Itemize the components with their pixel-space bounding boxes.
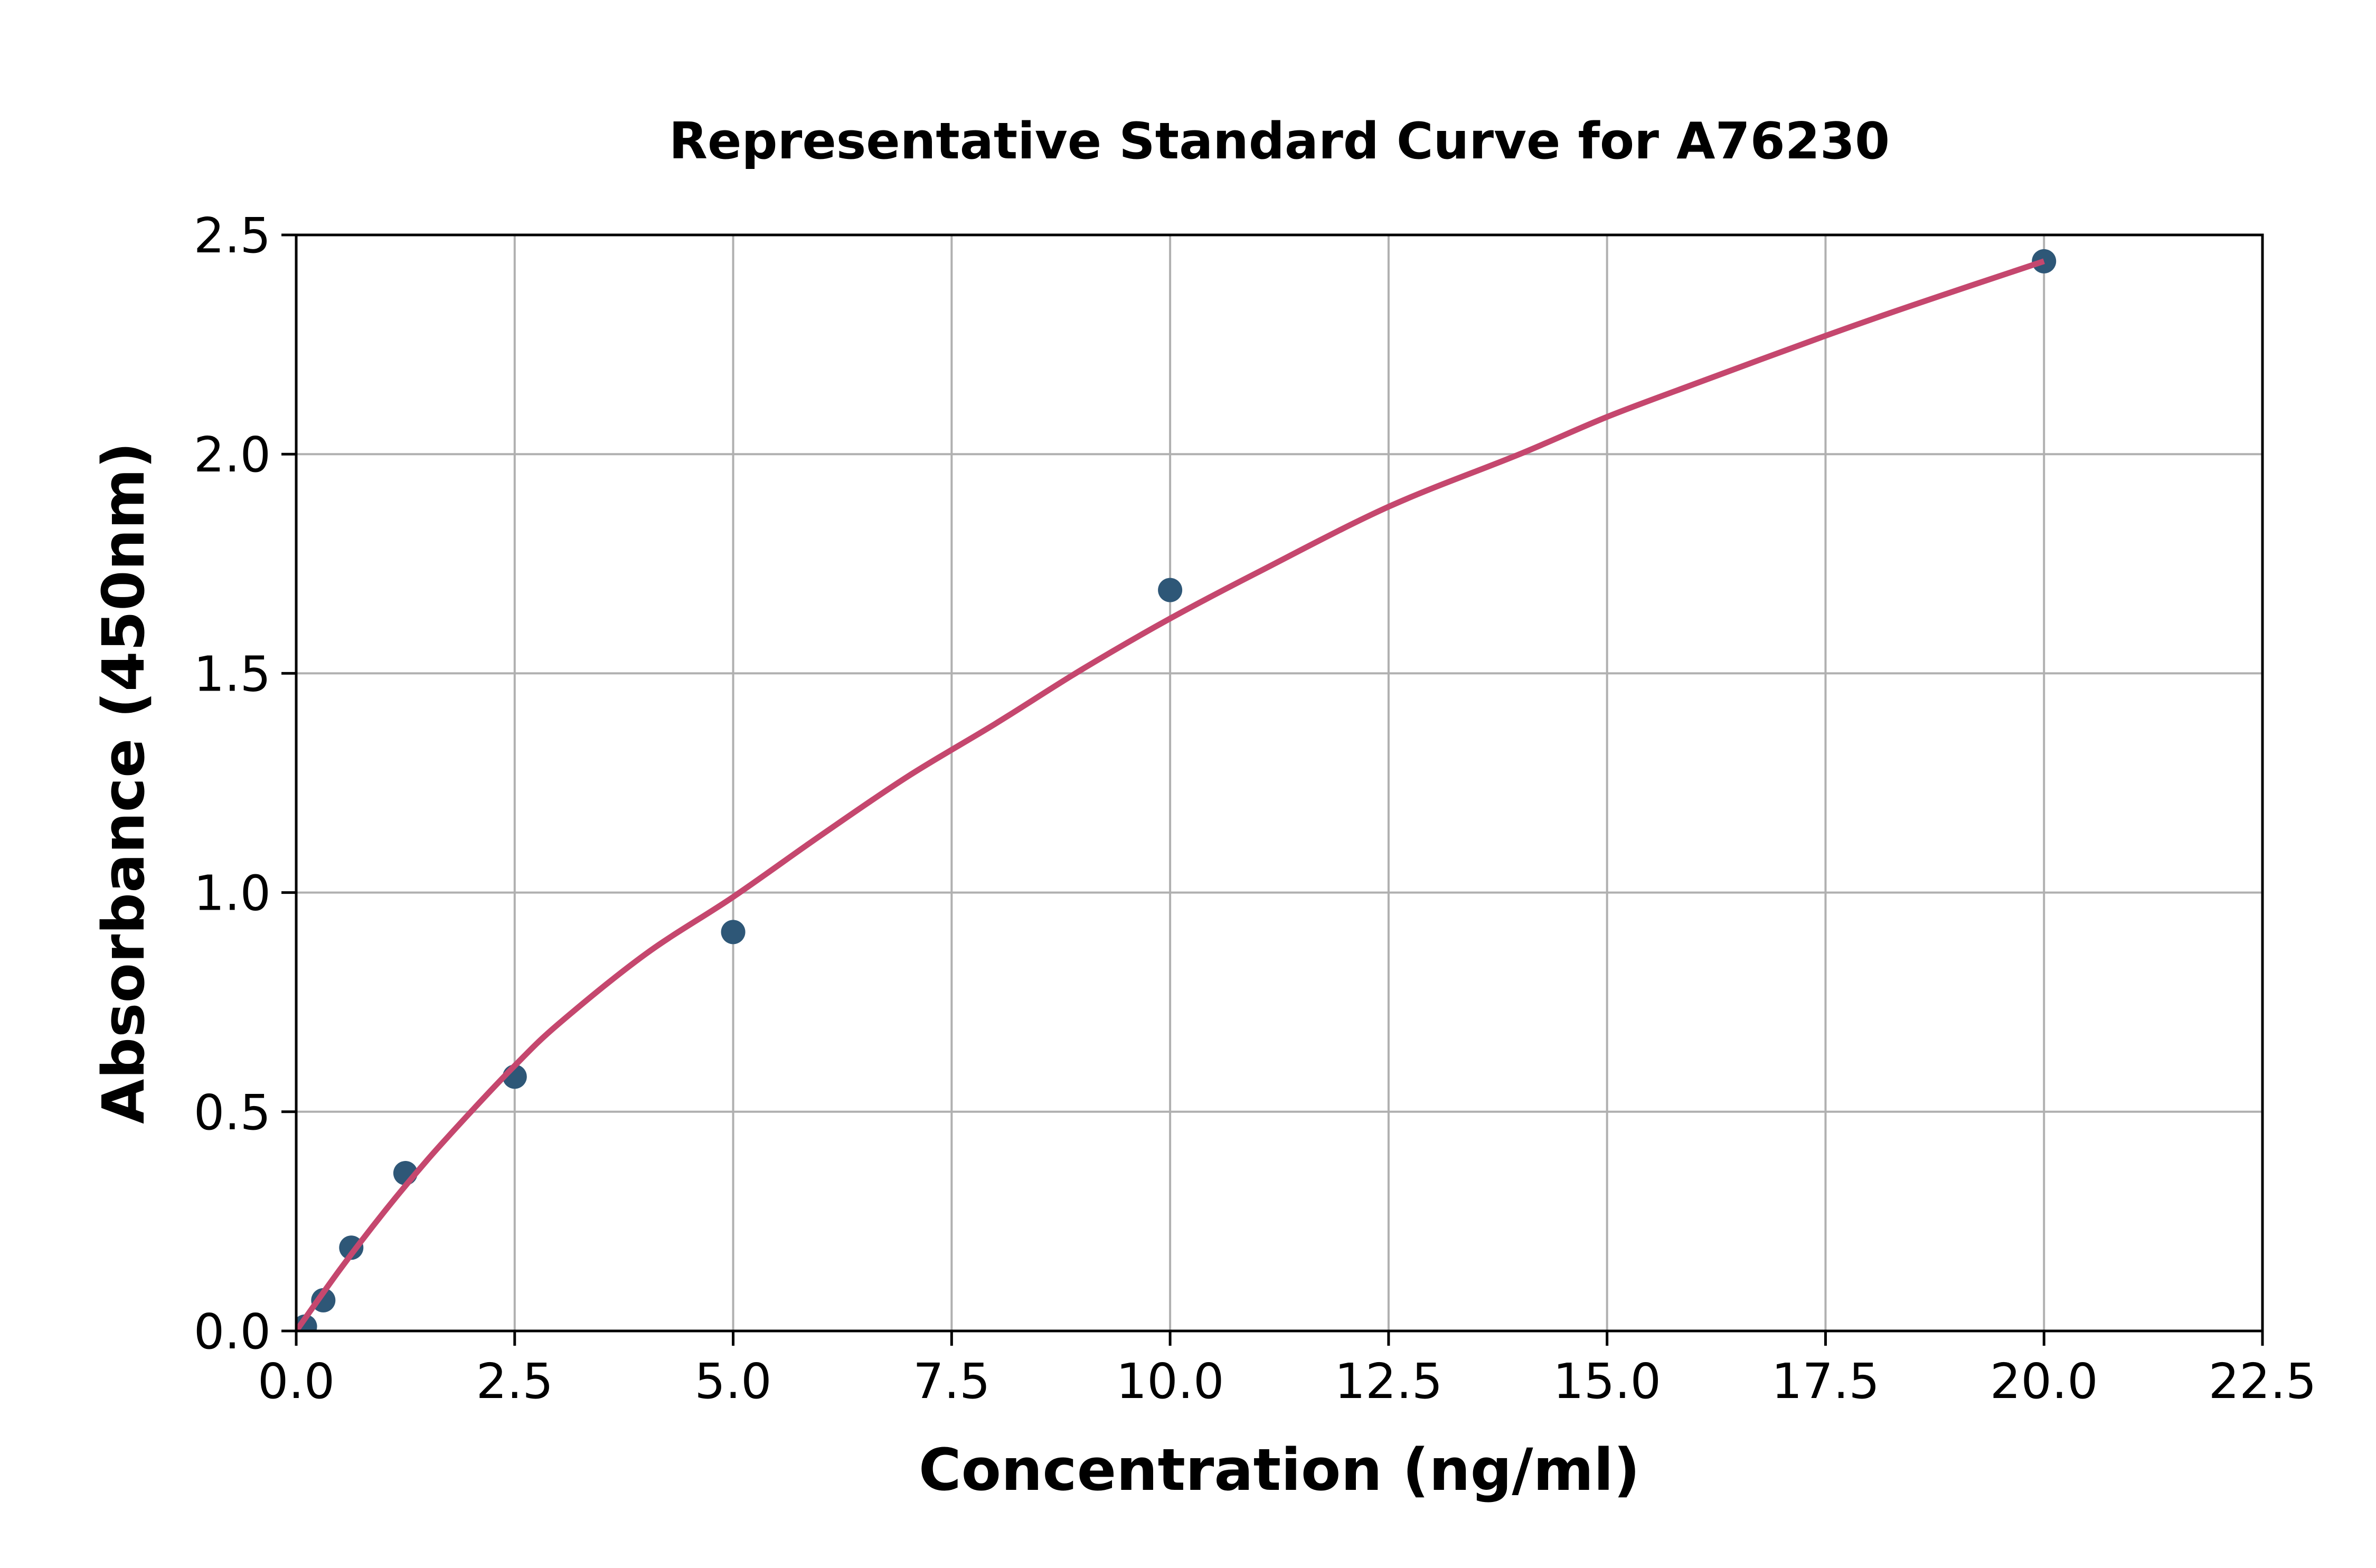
y-tick-label: 1.5: [194, 646, 271, 702]
chart-title: Representative Standard Curve for A76230: [669, 112, 1890, 171]
axis-ticks: [281, 233, 2264, 1346]
y-tick-label: 1.0: [194, 865, 271, 922]
y-axis-label: Absorbance (450nm): [90, 442, 157, 1124]
y-tick-label: 0.5: [194, 1084, 271, 1141]
fit-curve-path: [296, 258, 2045, 1331]
x-tick-label: 22.5: [2209, 1353, 2317, 1410]
y-tick-label: 2.0: [194, 427, 271, 483]
data-point-dot: [1158, 578, 1183, 602]
y-tick-labels: 0.0 0.5 1.0 1.5 2.0 2.5: [194, 207, 271, 1360]
x-tick-label: 2.5: [476, 1353, 553, 1410]
x-tick-label: 7.5: [913, 1353, 990, 1410]
x-tick-labels: 0.0 2.5 5.0 7.5 10.0 12.5 15.0 17.5 20.0 22.5: [258, 1353, 2317, 1410]
x-tick-label: 5.0: [694, 1353, 771, 1410]
x-tick-label: 0.0: [258, 1353, 335, 1410]
x-tick-label: 10.0: [1116, 1353, 1224, 1410]
data-point-dot: [2032, 249, 2057, 273]
x-tick-label: 12.5: [1334, 1353, 1442, 1410]
x-tick-label: 15.0: [1553, 1353, 1661, 1410]
data-point-dot: [311, 1288, 336, 1312]
y-tick-label: 2.5: [194, 207, 271, 264]
fit-curve: [296, 258, 2045, 1331]
plot-border: [295, 233, 2264, 1333]
x-axis-label: Concentration (ng/ml): [919, 1436, 1640, 1504]
data-point-dot: [721, 920, 746, 944]
x-tick-label: 17.5: [1771, 1353, 1880, 1410]
y-tick-label: 0.0: [194, 1303, 271, 1360]
x-tick-label: 20.0: [1990, 1353, 2098, 1410]
